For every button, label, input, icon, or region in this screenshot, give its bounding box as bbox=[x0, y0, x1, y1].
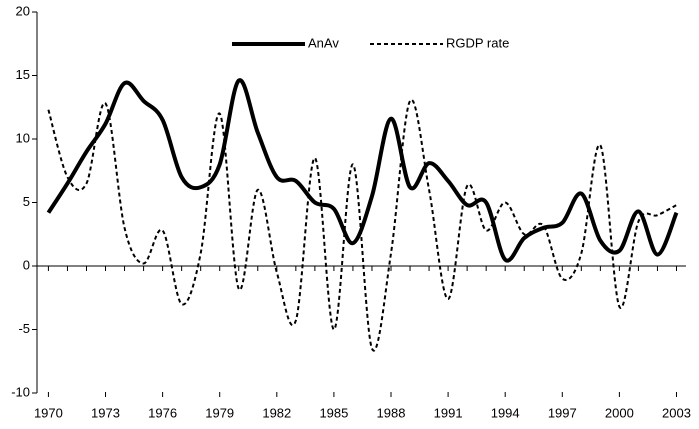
y-tick-label: 0 bbox=[23, 257, 30, 272]
legend-label: RGDP rate bbox=[446, 35, 509, 50]
y-tick-label: -10 bbox=[11, 384, 30, 399]
y-tick-label: -5 bbox=[18, 321, 30, 336]
series-line bbox=[47, 98, 677, 352]
x-tick-label: 1970 bbox=[34, 405, 63, 420]
x-tick-label: 1988 bbox=[377, 405, 406, 420]
x-tick-label: 1994 bbox=[491, 405, 520, 420]
x-tick-label: 1982 bbox=[262, 405, 291, 420]
legend-label: AnAv bbox=[308, 35, 339, 50]
x-tick-label: 1979 bbox=[205, 405, 234, 420]
y-tick-label: 5 bbox=[23, 194, 30, 209]
x-tick-label: 1973 bbox=[91, 405, 120, 420]
y-tick-label: 15 bbox=[16, 67, 30, 82]
x-tick-label: 1997 bbox=[548, 405, 577, 420]
x-tick-label: 2000 bbox=[605, 405, 634, 420]
y-tick-label: 10 bbox=[16, 130, 30, 145]
x-tick-label: 1976 bbox=[148, 405, 177, 420]
series-line bbox=[46, 78, 679, 263]
x-tick-label: 2003 bbox=[662, 405, 691, 420]
x-tick-label: 1991 bbox=[434, 405, 463, 420]
x-tick-label: 1985 bbox=[319, 405, 348, 420]
y-tick-label: 20 bbox=[16, 3, 30, 18]
